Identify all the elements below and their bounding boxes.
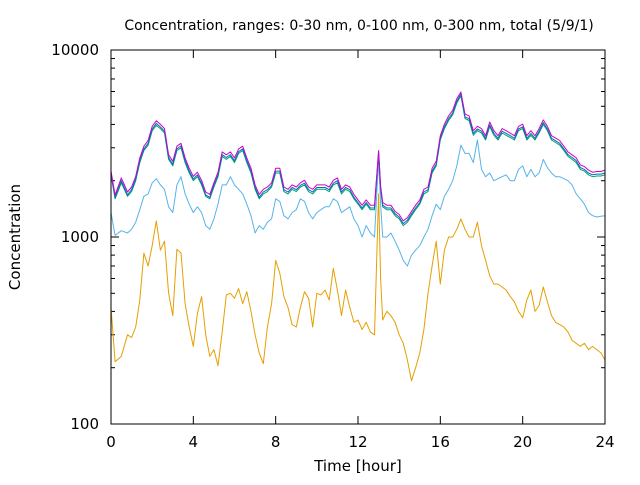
y-axis-label: Concentration xyxy=(6,184,24,290)
y-tick-label: 1000 xyxy=(61,228,99,246)
plot-frame xyxy=(110,49,606,425)
x-axis-label: Time [hour] xyxy=(313,457,402,475)
x-tick-label: 16 xyxy=(431,433,450,451)
x-tick-label: 4 xyxy=(189,433,199,451)
y-tick-label: 10000 xyxy=(51,41,99,59)
series-layer xyxy=(110,91,606,382)
x-tick-label: 0 xyxy=(106,433,116,451)
x-tick-label: 12 xyxy=(348,433,367,451)
series-line-2 xyxy=(110,139,606,267)
x-tick-label: 24 xyxy=(595,433,614,451)
series-line-1 xyxy=(110,193,606,382)
x-tick-label: 8 xyxy=(271,433,281,451)
axis-ticks: 0 4 8 12 16 20 24 100 1000 10000 xyxy=(51,41,614,451)
series-line-4 xyxy=(110,93,606,225)
series-line-5 xyxy=(110,91,606,222)
chart-title: Concentration, ranges: 0-30 nm, 0-100 nm… xyxy=(124,18,593,34)
y-tick-label: 100 xyxy=(70,415,99,433)
series-line-3 xyxy=(110,95,606,227)
x-tick-label: 20 xyxy=(513,433,532,451)
